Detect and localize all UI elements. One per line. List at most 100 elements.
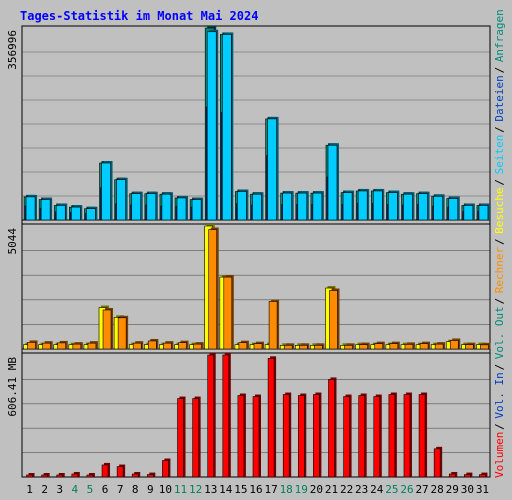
bar-hits-seiten-17: [267, 118, 277, 221]
bar-visits-rechner-5: [87, 342, 97, 350]
legend-item: Seiten: [493, 135, 506, 175]
panel-volume-ylabel: 606.41 MB: [6, 357, 19, 417]
bar-visits-rechner-18: [283, 345, 293, 350]
bar-visits-rechner-29: [449, 340, 459, 350]
x-tick-label: 6: [102, 483, 109, 496]
legend-item: Vol. Out: [493, 306, 506, 359]
bar-visits-rechner-13: [208, 229, 218, 350]
bar-visits-rechner-24: [374, 343, 384, 350]
bar-volume-volumen-31: [479, 474, 486, 478]
x-tick-label: 9: [147, 483, 154, 496]
bar-volume-volumen-14: [222, 354, 230, 478]
bar-volume-volumen-26: [403, 394, 411, 478]
bar-hits-seiten-15: [237, 191, 247, 221]
bar-volume-volumen-9: [147, 474, 154, 478]
x-tick-label: 27: [415, 483, 428, 496]
bar-visits-rechner-21: [329, 290, 338, 350]
x-tick-label: 24: [370, 483, 384, 496]
bar-hits-seiten-23: [357, 190, 368, 221]
legend-separator: /: [493, 126, 506, 133]
bar-hits-seiten-24: [372, 190, 383, 221]
x-tick-label: 16: [249, 483, 262, 496]
legend-separator: /: [493, 364, 506, 371]
bar-hits-seiten-12: [191, 199, 202, 221]
bar-volume-volumen-20: [313, 394, 320, 478]
bar-hits-seiten-22: [342, 192, 353, 221]
legend-item: Vol. In: [493, 372, 506, 418]
bar-hits-seiten-2: [40, 199, 51, 221]
legend-separator: /: [493, 238, 506, 245]
x-tick-label: 19: [295, 483, 308, 496]
bar-volume-volumen-6: [101, 464, 109, 478]
bar-hits-seiten-18: [282, 192, 292, 221]
bar-hits-seiten-6: [101, 162, 111, 221]
bar-volume-volumen-5: [86, 474, 94, 478]
x-tick-label: 8: [132, 483, 139, 496]
bar-volume-volumen-7: [116, 466, 124, 478]
bar-hits-seiten-21: [327, 144, 338, 221]
bar-volume-volumen-28: [433, 448, 441, 478]
bar-visits-rechner-17: [268, 301, 278, 350]
legend-item: Rechner: [493, 246, 506, 293]
bar-visits-rechner-15: [238, 342, 248, 350]
bar-visits-rechner-16: [253, 343, 263, 350]
bar-volume-volumen-3: [56, 474, 64, 478]
bar-visits-rechner-7: [117, 317, 127, 350]
legend-item: Dateien: [493, 75, 506, 121]
bar-hits-seiten-5: [86, 208, 96, 221]
x-tick-label: 29: [446, 483, 459, 496]
legend-separator: /: [493, 298, 506, 305]
bar-volume-volumen-1: [26, 474, 33, 478]
bar-hits-seiten-16: [252, 193, 262, 221]
bar-volume-volumen-30: [464, 474, 471, 478]
bar-volume-volumen-22: [343, 396, 350, 478]
bar-visits-rechner-22: [344, 345, 353, 350]
bar-visits-rechner-28: [434, 343, 444, 350]
x-tick-label: 30: [461, 483, 474, 496]
bar-visits-rechner-6: [102, 309, 112, 350]
bar-volume-volumen-25: [388, 394, 396, 478]
chart-title: Tages-Statistik im Monat Mai 2024: [20, 9, 258, 23]
bar-visits-rechner-11: [178, 342, 187, 350]
bar-volume-volumen-15: [237, 395, 245, 478]
bar-visits-rechner-31: [480, 344, 489, 350]
bar-hits-seiten-27: [418, 193, 428, 221]
bar-hits-seiten-7: [116, 179, 126, 221]
bar-hits-seiten-11: [176, 197, 187, 221]
bar-volume-volumen-12: [192, 398, 199, 478]
bar-volume-volumen-11: [177, 398, 184, 478]
bar-visits-rechner-27: [419, 343, 429, 350]
bar-hits-seiten-3: [55, 205, 66, 221]
bar-hits-seiten-30: [463, 205, 474, 221]
bar-visits-rechner-19: [298, 345, 308, 350]
x-tick-label: 31: [476, 483, 489, 496]
x-tick-label: 20: [310, 483, 323, 496]
x-tick-label: 10: [159, 483, 172, 496]
x-tick-label: 13: [204, 483, 217, 496]
bar-visits-rechner-20: [314, 345, 323, 350]
x-tick-label: 3: [56, 483, 63, 496]
bar-hits-seiten-14: [222, 34, 232, 221]
legend-separator: /: [493, 179, 506, 186]
legend-item: Anfragen: [493, 9, 506, 62]
bar-hits-seiten-26: [403, 193, 413, 221]
bar-visits-rechner-10: [163, 342, 172, 350]
legend-item: Besuche: [493, 187, 506, 233]
x-tick-label: 26: [400, 483, 413, 496]
bar-visits-rechner-23: [359, 344, 368, 350]
x-tick-label: 18: [280, 483, 293, 496]
bar-hits-seiten-19: [297, 192, 308, 221]
bar-hits-seiten-25: [388, 192, 398, 221]
legend-separator: /: [493, 423, 506, 430]
bar-hits-seiten-13: [206, 31, 217, 221]
bar-hits-seiten-31: [478, 205, 489, 221]
legend-separator: /: [493, 67, 506, 74]
x-tick-label: 15: [234, 483, 247, 496]
x-tick-label: 7: [117, 483, 124, 496]
x-tick-label: 4: [72, 483, 79, 496]
x-tick-label: 21: [325, 483, 338, 496]
panel-visits-ylabel: 5044: [6, 228, 19, 255]
x-tick-label: 28: [431, 483, 444, 496]
